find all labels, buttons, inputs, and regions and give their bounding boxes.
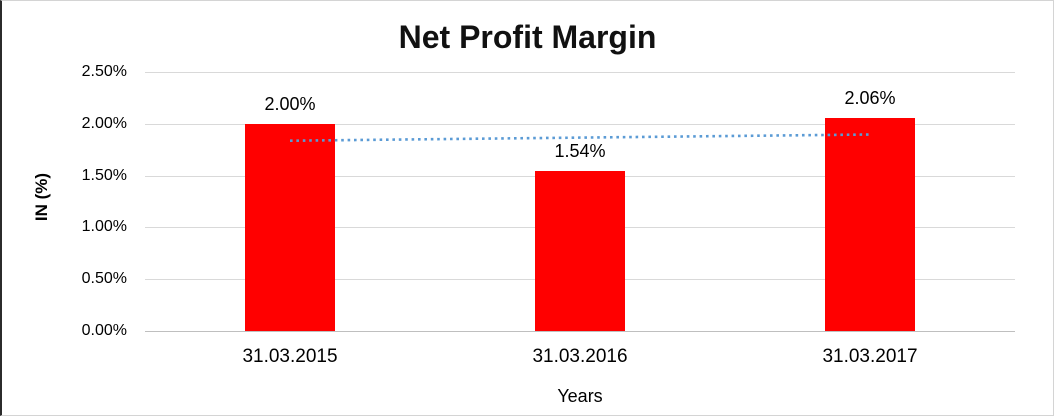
bar-31.03.2016 [535, 171, 625, 331]
y-tick-label: 0.50% [81, 270, 127, 288]
data-label: 1.54% [554, 141, 606, 162]
x-tick-label: 31.03.2017 [822, 346, 918, 367]
gridline [145, 72, 1015, 73]
x-axis-title: Years [557, 386, 603, 406]
trendline [289, 133, 871, 143]
bar-31.03.2017 [825, 117, 915, 331]
plot-area: 2.00% 1.54% 2.06% [145, 72, 1015, 332]
chart-title: Net Profit Margin [398, 19, 657, 55]
x-axis-line [145, 331, 1015, 332]
data-label: 2.00% [264, 93, 316, 114]
x-tick-label: 31.03.2016 [532, 346, 628, 367]
bar-31.03.2015 [245, 123, 335, 331]
data-label: 2.06% [844, 87, 896, 108]
y-tick-label: 1.50% [81, 166, 127, 184]
y-tick-label: 2.50% [81, 63, 127, 80]
x-tick-label: 31.03.2015 [242, 346, 338, 367]
y-tick-label: 2.00% [81, 114, 127, 132]
gridline [145, 123, 1015, 125]
y-tick-label: 1.00% [81, 218, 127, 236]
y-tick-label: 0.00% [81, 322, 127, 339]
